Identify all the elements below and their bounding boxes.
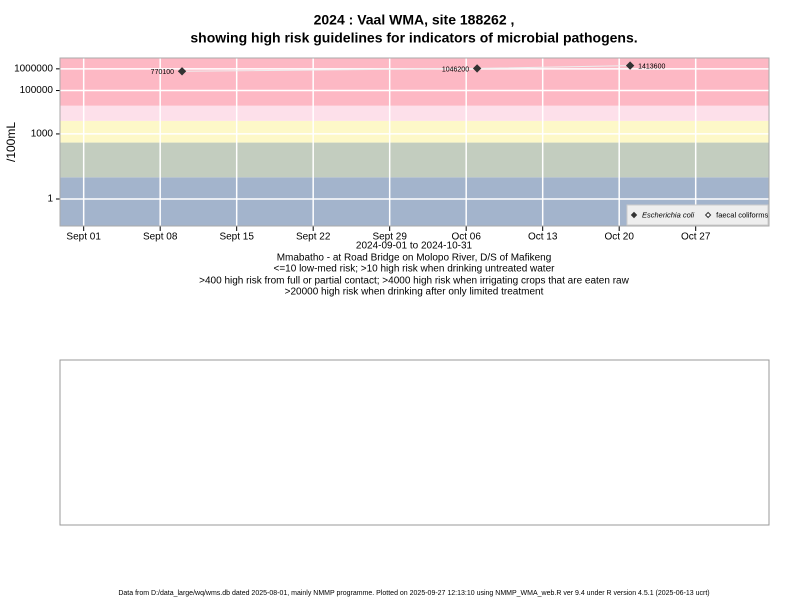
legend-marker bbox=[630, 211, 638, 219]
legend-label: Escherichia coli bbox=[642, 210, 694, 219]
legend-box bbox=[626, 204, 769, 226]
y-tick-label: 100000 bbox=[20, 85, 54, 96]
x-tick-label: Oct 13 bbox=[528, 232, 558, 243]
x-tick-label: Oct 20 bbox=[604, 232, 634, 243]
legend-label: faecal coliforms bbox=[716, 210, 768, 219]
empty-panel bbox=[59, 359, 770, 526]
data-label: 770100 bbox=[151, 69, 174, 76]
x-label: 2024-09-01 to 2024-10-31 bbox=[356, 241, 473, 252]
risk-band bbox=[60, 120, 769, 143]
legend-marker bbox=[704, 211, 712, 219]
y-label: /100mL bbox=[4, 122, 18, 162]
title: 2024 : Vaal WMA, site 188262 , bbox=[314, 12, 515, 28]
note: >400 high risk from full or partial cont… bbox=[199, 276, 629, 287]
risk-band bbox=[60, 142, 769, 178]
data-point bbox=[177, 67, 187, 76]
data-point bbox=[625, 61, 635, 70]
note: <=10 low-med risk; >10 high risk when dr… bbox=[274, 264, 556, 275]
footer: Data from D:/data_large/wq/wms.db dated … bbox=[118, 590, 709, 597]
x-tick-label: Sept 08 bbox=[143, 232, 178, 243]
data-point bbox=[472, 64, 482, 73]
x-tick-label: Sept 29 bbox=[372, 232, 407, 243]
data-label: 1046200 bbox=[442, 66, 469, 73]
x-tick-label: Sept 15 bbox=[219, 232, 254, 243]
data-label: 1413600 bbox=[638, 63, 665, 70]
note: Mmabatho - at Road Bridge on Molopo Rive… bbox=[277, 253, 552, 264]
x-tick-label: Sept 01 bbox=[66, 232, 101, 243]
note: >20000 high risk when drinking after onl… bbox=[285, 287, 544, 298]
risk-band bbox=[60, 105, 769, 121]
y-tick-label: 1000000 bbox=[14, 63, 53, 74]
subtitle: showing high risk guidelines for indicat… bbox=[190, 30, 637, 46]
x-tick-label: Sept 22 bbox=[296, 232, 331, 243]
x-tick-label: Oct 27 bbox=[681, 232, 711, 243]
y-tick-label: 1 bbox=[47, 194, 53, 205]
plot-frame bbox=[59, 57, 770, 227]
risk-band bbox=[60, 58, 769, 106]
x-tick-label: Oct 06 bbox=[451, 232, 481, 243]
y-tick-label: 1000 bbox=[31, 129, 54, 140]
